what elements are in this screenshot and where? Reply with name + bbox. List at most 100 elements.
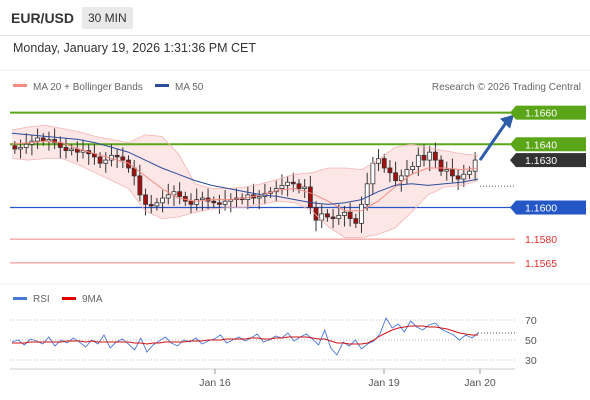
- candle-body: [256, 196, 262, 199]
- candlesticks: [12, 128, 478, 233]
- candle-body: [467, 170, 472, 175]
- candle-body: [279, 184, 285, 189]
- candle-body: [415, 154, 421, 167]
- candle-body: [23, 143, 29, 148]
- ma50-swatch: [155, 84, 169, 87]
- candle-body: [63, 147, 69, 151]
- level-label-text: 1.1660: [525, 108, 557, 120]
- candle-body: [120, 156, 126, 161]
- credit-text: Research © 2026 Trading Central: [432, 82, 581, 93]
- candle-body: [444, 169, 450, 172]
- x-axis-ticks: Jan 16 Jan 19 Jan 20: [199, 369, 496, 389]
- candle-body: [325, 213, 330, 218]
- projection-arrow-head: [500, 114, 514, 129]
- ma9-line: [12, 325, 478, 345]
- candle-body: [410, 166, 416, 170]
- candle-body: [404, 169, 410, 177]
- candle-body: [450, 169, 455, 177]
- candle-body: [359, 203, 364, 224]
- ma20-line: [11, 140, 479, 212]
- candle-body: [285, 181, 291, 186]
- candle-body: [342, 211, 347, 216]
- candle-body: [313, 207, 319, 221]
- candle-body: [307, 186, 313, 208]
- candle-body: [188, 200, 194, 205]
- candle-body: [154, 202, 160, 207]
- candle-body: [217, 202, 222, 205]
- level-label-text: 1.1630: [525, 155, 557, 167]
- bollinger-upper-line: [11, 124, 479, 189]
- x-tick-label: Jan 19: [368, 377, 400, 389]
- chart-header: EUR/USD 30 MIN: [0, 0, 590, 36]
- candle-body: [52, 139, 58, 144]
- candle-body: [35, 137, 40, 142]
- candle-body: [211, 200, 217, 204]
- candle-body: [438, 159, 444, 172]
- level-labels: 1.1660 1.1640 1.1630 1.1600 1.1580 1.1565: [510, 105, 586, 270]
- header-divider: [0, 35, 590, 36]
- instrument-title: EUR/USD: [11, 10, 75, 26]
- timeframe-button[interactable]: 30 MIN: [82, 7, 133, 29]
- candle-body: [97, 156, 103, 164]
- rsi-swatch: [13, 297, 27, 300]
- level-label-1.1600: 1.1600: [510, 200, 586, 215]
- candle-body: [57, 142, 63, 148]
- candle-body: [353, 218, 359, 224]
- ma50-legend-label: MA 50: [175, 82, 204, 93]
- level-label-box: [516, 153, 586, 168]
- candle-body: [370, 162, 376, 185]
- x-tick-label: Jan 16: [199, 377, 231, 389]
- candle-body: [455, 175, 461, 180]
- candle-body: [18, 147, 23, 150]
- candle-body: [398, 175, 404, 182]
- timestamp-text: Monday, January 19, 2026 1:31:36 PM CET: [13, 41, 256, 55]
- candle-body: [387, 167, 393, 174]
- candle-body: [148, 203, 154, 207]
- candle-body: [177, 191, 183, 197]
- level-label-pointer: [510, 153, 516, 168]
- bollinger-band-fill: [12, 125, 478, 238]
- level-label-text: 1.1565: [525, 258, 557, 270]
- rsi-tick-label: 50: [525, 335, 537, 347]
- rsi-tick-label: 30: [525, 355, 537, 367]
- candle-body: [330, 216, 336, 219]
- rsi-tick-label: 70: [525, 315, 537, 327]
- candle-body: [302, 186, 308, 189]
- candle-body: [381, 158, 387, 169]
- candle-body: [427, 151, 433, 161]
- level-label-1.1565: 1.1565: [525, 258, 557, 270]
- candle-body: [290, 181, 296, 185]
- candle-body: [114, 154, 120, 158]
- level-label-1.1660: 1.1660: [510, 105, 586, 120]
- candle-body: [336, 215, 342, 219]
- level-label-pointer: [510, 137, 516, 152]
- ma9-legend-label: 9MA: [82, 294, 103, 305]
- candle-body: [165, 194, 171, 199]
- candle-body: [461, 173, 467, 180]
- candle-body: [171, 191, 177, 196]
- rsi-panel: 70 50 30: [10, 315, 537, 367]
- moving-averages: [11, 124, 479, 239]
- candle-body: [40, 137, 46, 142]
- ma9-swatch: [62, 297, 76, 300]
- candle-body: [160, 197, 165, 204]
- candle-body: [347, 211, 353, 219]
- level-label-pointer: [510, 200, 516, 215]
- level-label-box: [516, 105, 586, 120]
- price-legend: MA 20 + Bollinger Bands MA 50 Research ©…: [13, 82, 581, 93]
- candle-body: [364, 183, 370, 205]
- candle-body: [137, 175, 143, 196]
- candle-body: [12, 145, 18, 150]
- candle-body: [432, 151, 438, 161]
- level-label-1.1640: 1.1640: [510, 137, 586, 152]
- ma20-swatch: [13, 84, 27, 87]
- rsi-line: [11, 316, 479, 356]
- candle-body: [393, 172, 398, 182]
- level-label-text: 1.1600: [525, 203, 557, 215]
- ma50-line: [11, 132, 479, 205]
- candle-body: [472, 159, 478, 172]
- bollinger-lower-line: [11, 158, 479, 239]
- candle-body: [199, 197, 205, 201]
- x-tick-label: Jan 20: [464, 377, 496, 389]
